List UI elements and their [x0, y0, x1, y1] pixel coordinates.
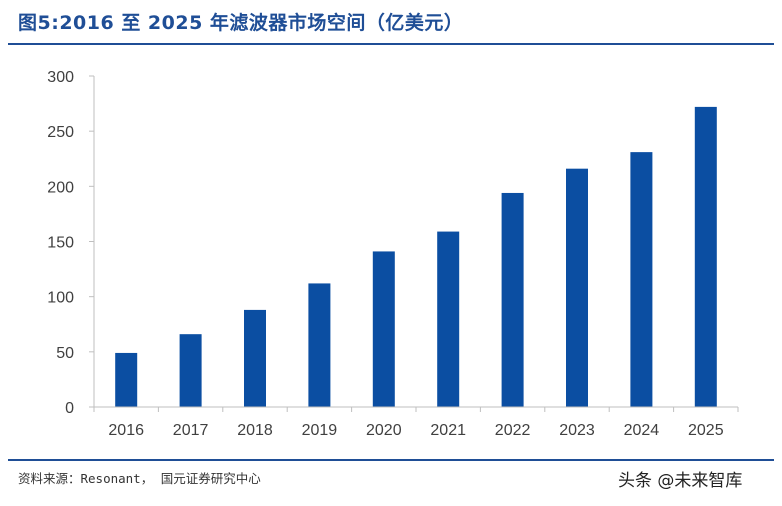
bar-2024 — [630, 152, 653, 407]
bar-2018 — [244, 309, 266, 407]
title-divider — [8, 43, 774, 45]
bar-2023 — [566, 168, 588, 407]
y-tick-label: 0 — [65, 400, 74, 417]
y-axis: 0 50 100 150 200 250 300 — [47, 69, 95, 417]
y-tick-label: 150 — [47, 235, 74, 252]
bar-2025 — [694, 106, 717, 407]
x-tick-label: 2016 — [108, 422, 144, 439]
y-tick-label: 250 — [47, 124, 74, 141]
bar-2017 — [179, 334, 202, 407]
bar-2019 — [308, 283, 331, 407]
x-tick-label: 2021 — [430, 422, 466, 439]
y-tick-label: 100 — [47, 290, 74, 307]
watermark: 头条 @未来智库 — [618, 471, 743, 491]
x-tick-label: 2020 — [366, 422, 402, 439]
bar-2021 — [437, 231, 460, 407]
x-tick-label: 2023 — [559, 422, 595, 439]
figure-title: 图5:2016 至 2025 年滤波器市场空间（亿美元） — [18, 12, 464, 34]
x-tick-label: 2018 — [237, 422, 273, 439]
y-tick-label: 50 — [56, 345, 74, 362]
source-note: 资料来源：Resonant， 国元证券研究中心 — [18, 471, 261, 486]
x-tick-label: 2017 — [173, 422, 209, 439]
x-tick-label: 2022 — [495, 422, 531, 439]
y-tick-label: 300 — [47, 69, 74, 86]
bar-2020 — [372, 251, 395, 407]
x-axis: 2016 2017 2018 2019 2020 2021 2022 2023 2024 2025 — [93, 406, 739, 439]
x-tick-label: 2025 — [688, 422, 724, 439]
x-tick-label: 2019 — [302, 422, 338, 439]
bar-2016 — [115, 352, 138, 407]
bar-series — [115, 106, 717, 407]
source-divider — [8, 459, 774, 461]
y-tick-label: 200 — [47, 179, 74, 196]
bar-2022 — [501, 192, 524, 407]
x-tick-label: 2024 — [624, 422, 660, 439]
